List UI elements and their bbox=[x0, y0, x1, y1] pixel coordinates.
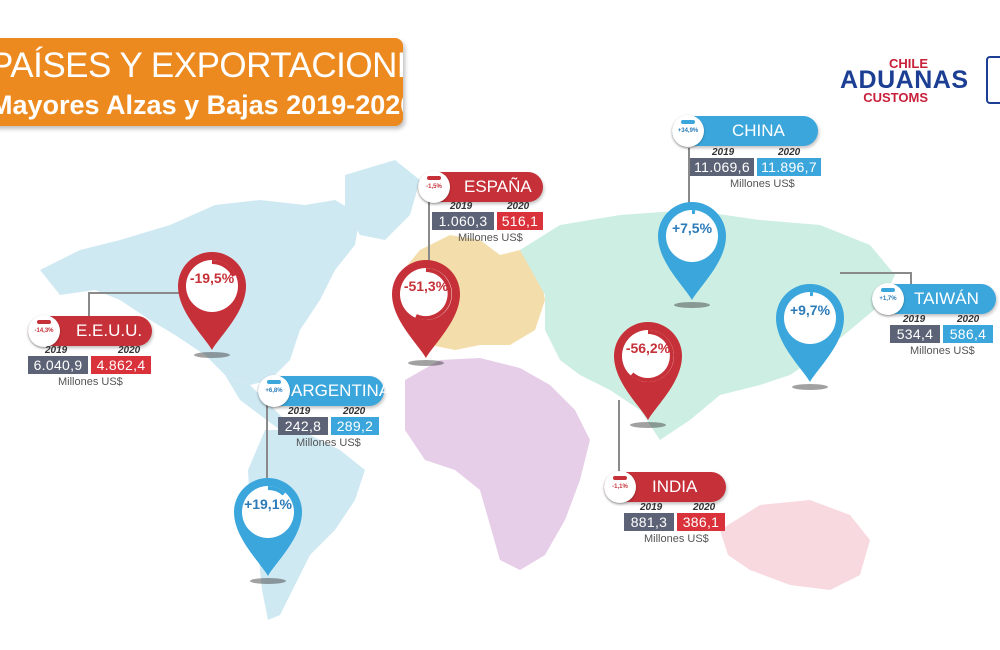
taiwan-variation-value: +1,7% bbox=[879, 296, 897, 302]
china-leader-line bbox=[688, 148, 690, 206]
eeuu-value-2019: 6.040,9 bbox=[28, 356, 88, 374]
taiwan-map-pin: +9,7% bbox=[770, 272, 850, 392]
china-variation-value: +34,9% bbox=[677, 128, 699, 134]
china-year-2019: 2019 bbox=[712, 147, 735, 158]
page-subtitle: Mayores Alzas y Bajas 2019-2020 bbox=[0, 90, 403, 120]
taiwan-leader-line-v bbox=[910, 272, 912, 286]
espana-variation-badge: -1,5% bbox=[418, 171, 450, 203]
india-variation-bar bbox=[613, 476, 627, 480]
india-pin-label: -56,2% bbox=[625, 340, 671, 356]
eeuu-variation-badge: -14,3% bbox=[28, 315, 60, 347]
australia-shape bbox=[720, 500, 870, 590]
taiwan-leader-line bbox=[840, 272, 912, 274]
india-value-2020: 386,1 bbox=[677, 513, 725, 531]
south-america-shape bbox=[248, 430, 365, 620]
title-banner: PAÍSES Y EXPORTACIONES Mayores Alzas y B… bbox=[0, 38, 403, 126]
eeuu-value-2020: 4.862,4 bbox=[91, 356, 151, 374]
india-name: INDIA bbox=[652, 477, 698, 496]
taiwan-year-2020: 2020 bbox=[957, 314, 980, 325]
espana-value-2020: 516,1 bbox=[497, 212, 543, 230]
taiwan-unit: Millones US$ bbox=[910, 345, 975, 357]
china-name: CHINA bbox=[732, 121, 785, 140]
argentina-year-2019: 2019 bbox=[288, 406, 311, 417]
eeuu-unit: Millones US$ bbox=[58, 376, 123, 388]
page-title: PAÍSES Y EXPORTACIONES bbox=[0, 46, 403, 85]
argentina-unit: Millones US$ bbox=[296, 437, 361, 449]
argentina-pin-label: +19,1% bbox=[244, 496, 292, 512]
india-year-2019: 2019 bbox=[640, 502, 663, 513]
india-unit: Millones US$ bbox=[644, 533, 709, 545]
espana-year-2020: 2020 bbox=[507, 201, 530, 212]
argentina-value-2020: 289,2 bbox=[331, 417, 379, 435]
china-pin-label: +7,5% bbox=[671, 220, 713, 236]
espana-value-2019: 1.060,3 bbox=[432, 212, 494, 230]
eeuu-leader-line bbox=[88, 292, 90, 316]
china-value-2020: 11.896,7 bbox=[757, 158, 821, 176]
asia-shape bbox=[520, 210, 895, 440]
eeuu-year-2019: 2019 bbox=[45, 345, 68, 356]
eeuu-leader-line-h bbox=[88, 292, 210, 294]
espana-year-2019: 2019 bbox=[450, 201, 473, 212]
logo-chile-text: CHILE bbox=[889, 56, 928, 71]
aduanas-logo: CHILE ADUANAS CUSTOMS bbox=[840, 52, 1000, 112]
argentina-leader-line bbox=[266, 400, 268, 482]
eeuu-pin-label: -19,5% bbox=[189, 270, 235, 286]
india-variation-value: -1,1% bbox=[612, 484, 628, 490]
china-year-2020: 2020 bbox=[778, 147, 801, 158]
argentina-map-pin: +19,1% bbox=[228, 466, 308, 586]
espana-leader-line bbox=[428, 200, 430, 270]
taiwan-value-2020: 586,4 bbox=[943, 325, 993, 343]
espana-variation-value: -1,5% bbox=[426, 184, 442, 190]
argentina-variation-value: +6,8% bbox=[265, 388, 283, 394]
taiwan-year-2019: 2019 bbox=[903, 314, 926, 325]
espana-unit: Millones US$ bbox=[458, 232, 523, 244]
espana-pin-label: -51,3% bbox=[403, 278, 449, 294]
india-variation-badge: -1,1% bbox=[604, 471, 636, 503]
espana-variation-bar bbox=[427, 176, 441, 180]
india-map-pin: -56,2% bbox=[608, 310, 688, 430]
espana-map-pin: -51,3% bbox=[386, 248, 466, 368]
eeuu-name: E.E.U.U. bbox=[76, 321, 143, 340]
china-map-pin: +7,5% bbox=[652, 190, 732, 310]
india-leader-line bbox=[618, 400, 620, 480]
logo-emblem-icon bbox=[986, 56, 1000, 104]
africa-shape bbox=[405, 358, 590, 570]
logo-aduanas-text: ADUANAS bbox=[840, 66, 969, 94]
taiwan-variation-badge: +1,7% bbox=[872, 283, 904, 315]
eeuu-year-2020: 2020 bbox=[118, 345, 141, 356]
espana-name: ESPAÑA bbox=[464, 177, 532, 196]
india-value-2019: 881,3 bbox=[624, 513, 674, 531]
greenland-shape bbox=[345, 160, 420, 240]
argentina-variation-badge: +6,8% bbox=[258, 375, 290, 407]
taiwan-variation-bar bbox=[881, 288, 895, 292]
eeuu-map-pin: -19,5% bbox=[172, 240, 252, 360]
eeuu-variation-bar bbox=[37, 320, 51, 324]
eeuu-variation-value: -14,3% bbox=[34, 328, 54, 334]
taiwan-value-2019: 534,4 bbox=[890, 325, 940, 343]
argentina-year-2020: 2020 bbox=[343, 406, 366, 417]
taiwan-pin-label: +9,7% bbox=[789, 302, 831, 318]
argentina-variation-bar bbox=[267, 380, 281, 384]
argentina-name: ARGENTINA bbox=[291, 381, 391, 400]
china-variation-badge: +34,9% bbox=[672, 115, 704, 147]
logo-customs-text: CUSTOMS bbox=[863, 90, 928, 105]
china-variation-bar bbox=[681, 120, 695, 124]
argentina-value-2019: 242,8 bbox=[278, 417, 328, 435]
china-unit: Millones US$ bbox=[730, 178, 795, 190]
india-year-2020: 2020 bbox=[693, 502, 716, 513]
taiwan-name: TAIWÁN bbox=[914, 289, 979, 308]
china-value-2019: 11.069,6 bbox=[690, 158, 754, 176]
central-america-shape bbox=[225, 375, 290, 430]
